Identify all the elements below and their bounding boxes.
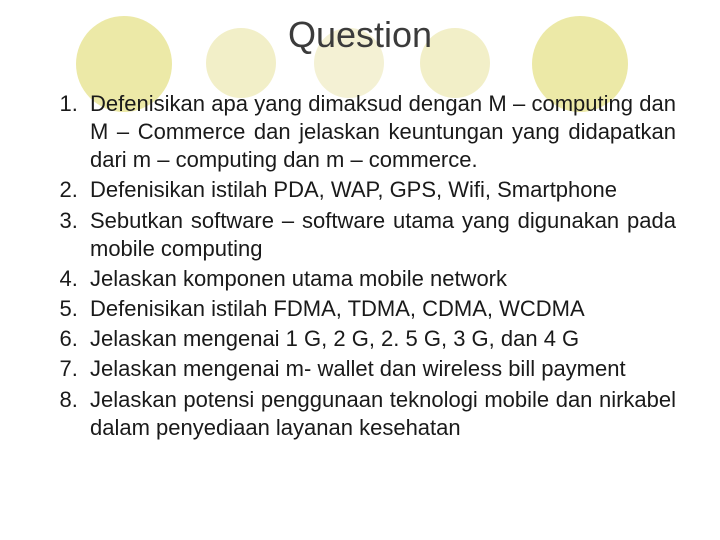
list-item-text: Jelaskan potensi penggunaan teknologi mo… bbox=[90, 387, 676, 440]
question-list: Defenisikan apa yang dimaksud dengan M –… bbox=[44, 90, 676, 442]
list-item: Sebutkan software – software utama yang … bbox=[84, 207, 676, 263]
list-item-text: Jelaskan komponen utama mobile network bbox=[90, 266, 507, 291]
list-item: Defenisikan istilah PDA, WAP, GPS, Wifi,… bbox=[84, 176, 676, 204]
list-item-text: Sebutkan software – software utama yang … bbox=[90, 208, 676, 261]
list-item: Jelaskan komponen utama mobile network bbox=[84, 265, 676, 293]
list-item: Jelaskan mengenai m- wallet dan wireless… bbox=[84, 355, 676, 383]
list-item: Jelaskan potensi penggunaan teknologi mo… bbox=[84, 386, 676, 442]
list-item: Defenisikan istilah FDMA, TDMA, CDMA, WC… bbox=[84, 295, 676, 323]
list-item-text: Jelaskan mengenai 1 G, 2 G, 2. 5 G, 3 G,… bbox=[90, 326, 579, 351]
list-item-text: Jelaskan mengenai m- wallet dan wireless… bbox=[90, 356, 626, 381]
list-item: Jelaskan mengenai 1 G, 2 G, 2. 5 G, 3 G,… bbox=[84, 325, 676, 353]
list-item-text: Defenisikan apa yang dimaksud dengan M –… bbox=[90, 91, 676, 172]
page-title: Question bbox=[0, 0, 720, 56]
list-item-text: Defenisikan istilah FDMA, TDMA, CDMA, WC… bbox=[90, 296, 585, 321]
list-item-text: Defenisikan istilah PDA, WAP, GPS, Wifi,… bbox=[90, 177, 617, 202]
list-item: Defenisikan apa yang dimaksud dengan M –… bbox=[84, 90, 676, 174]
